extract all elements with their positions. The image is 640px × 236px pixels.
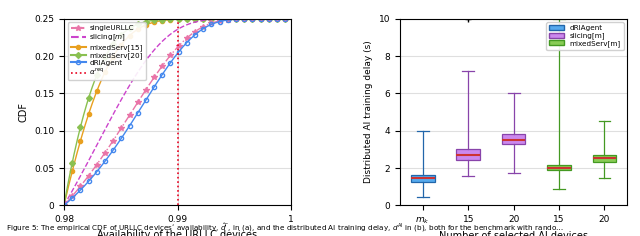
mixedServ[15] [246,17,254,20]
PathPatch shape [456,149,480,160]
mixedServ[20] [246,17,254,20]
singleURLLC [170,51,177,54]
dRlAgent [287,17,295,20]
mixedServ[15] [170,18,177,21]
mixedServ[15] [168,18,175,21]
singleURLLC [282,17,290,20]
mixedServ[15] [60,204,68,207]
mixedServ[20] [183,17,191,20]
dRlAgent [195,30,203,33]
singleURLLC [281,17,289,20]
Line: slicing[m]: slicing[m] [64,19,291,205]
mixedServ[20] [254,17,262,20]
dRlAgent [168,59,175,62]
dRlAgent [183,41,191,44]
Legend: singleURLLC, slicing[$m$], mixedServ[15], mixedServ[20], dRlAgent, $\alpha^{\rm : singleURLLC, slicing[$m$], mixedServ[15]… [68,22,145,80]
X-axis label: Availability of the URLLC devices: Availability of the URLLC devices [97,230,258,236]
Line: dRlAgent: dRlAgent [62,17,293,207]
mixedServ[20] [168,18,175,21]
slicing[m] [168,32,175,35]
slicing[m] [170,31,177,34]
Line: mixedServ[15]: mixedServ[15] [62,17,293,207]
dRlAgent [170,58,177,60]
PathPatch shape [502,134,525,144]
slicing[m] [60,204,68,207]
PathPatch shape [411,175,435,182]
mixedServ[15] [183,17,191,20]
singleURLLC [287,17,295,20]
slicing[m] [183,23,191,26]
dRlAgent [282,17,290,20]
slicing[m] [287,17,295,20]
mixedServ[15] [259,17,266,20]
slicing[m] [246,17,254,20]
slicing[m] [282,17,290,20]
dRlAgent [246,17,254,20]
singleURLLC [246,17,254,20]
singleURLLC [168,52,175,55]
singleURLLC [195,28,203,30]
PathPatch shape [547,165,571,170]
mixedServ[20] [195,17,203,20]
dRlAgent [60,204,68,207]
mixedServ[15] [195,17,203,20]
mixedServ[20] [170,18,177,21]
mixedServ[15] [282,17,290,20]
dRlAgent [280,17,287,20]
Line: singleURLLC: singleURLLC [61,16,294,208]
mixedServ[15] [287,17,295,20]
Y-axis label: CDF: CDF [19,102,29,122]
singleURLLC [183,37,191,39]
mixedServ[20] [287,17,295,20]
singleURLLC [60,204,68,207]
PathPatch shape [593,155,616,162]
Legend: dRlAgent, slicing[m], mixedServ[m]: dRlAgent, slicing[m], mixedServ[m] [547,22,623,50]
mixedServ[20] [60,204,68,207]
X-axis label: Number of selected AI devices: Number of selected AI devices [439,231,588,236]
Text: Figure 5: The empirical CDF of URLLC devices’ availability, $\hat{d}^{\Gamma}$, : Figure 5: The empirical CDF of URLLC dev… [6,221,564,234]
mixedServ[20] [282,17,290,20]
slicing[m] [275,17,283,20]
slicing[m] [195,20,203,23]
Line: mixedServ[20]: mixedServ[20] [62,17,293,207]
Y-axis label: Distributed AI training delay (s): Distributed AI training delay (s) [364,41,373,183]
